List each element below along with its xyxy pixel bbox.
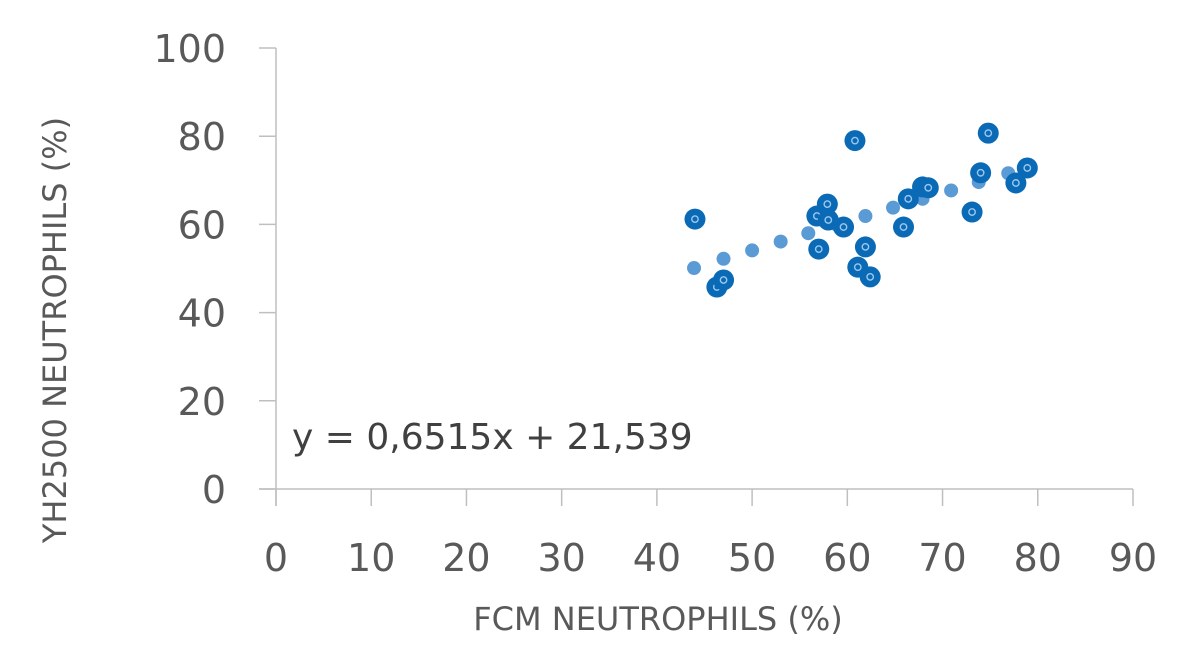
- data-point: [893, 216, 915, 238]
- data-point: [970, 162, 992, 184]
- data-point: [684, 208, 706, 230]
- axes: [259, 47, 1134, 506]
- data-point: [1005, 172, 1027, 194]
- data-point: [833, 216, 855, 238]
- fit-marker: [716, 251, 731, 266]
- data-point: [1016, 157, 1038, 179]
- x-tick-label: 70: [918, 536, 966, 580]
- data-point: [977, 122, 999, 144]
- regression-equation: y = 0,6515x + 21,539: [292, 417, 693, 458]
- data-point: [859, 266, 881, 288]
- fit-marker: [801, 226, 816, 241]
- fit-marker: [858, 209, 873, 224]
- data-point: [713, 269, 735, 291]
- y-tick-label: 100: [153, 27, 226, 71]
- y-tick-label: 80: [178, 115, 226, 159]
- data-point: [897, 188, 919, 210]
- data-point: [844, 130, 866, 152]
- fit-marker: [745, 243, 760, 258]
- x-axis-title: FCM NEUTROPHILS (%): [473, 600, 843, 638]
- x-tick-label: 90: [1109, 536, 1157, 580]
- fit-marker: [687, 261, 702, 276]
- y-tick-label: 60: [178, 203, 226, 247]
- observed-series: [684, 122, 1038, 298]
- x-tick-label: 40: [633, 536, 681, 580]
- data-point: [808, 238, 830, 260]
- fit-marker: [944, 183, 959, 198]
- x-tick-labels: 0 10 20 30 40 50 60 70 80 90: [264, 536, 1157, 580]
- x-tick-label: 20: [442, 536, 490, 580]
- y-tick-labels: 0 20 40 60 80 100: [153, 27, 226, 512]
- data-point: [917, 177, 939, 199]
- x-tick-label: 50: [728, 536, 776, 580]
- data-point: [854, 236, 876, 258]
- fit-marker: [773, 234, 788, 249]
- fit-marker: [886, 200, 901, 215]
- x-tick-label: 60: [823, 536, 871, 580]
- x-tick-label: 0: [264, 536, 288, 580]
- data-point: [816, 193, 838, 215]
- x-tick-label: 80: [1014, 536, 1062, 580]
- x-tick-label: 10: [347, 536, 395, 580]
- y-axis-title: YH2500 NEUTROPHILS (%): [36, 117, 74, 544]
- x-tick-label: 30: [537, 536, 585, 580]
- y-tick-label: 40: [178, 292, 226, 336]
- y-tick-label: 20: [178, 380, 226, 424]
- y-tick-label: 0: [202, 468, 226, 512]
- data-point: [961, 201, 983, 223]
